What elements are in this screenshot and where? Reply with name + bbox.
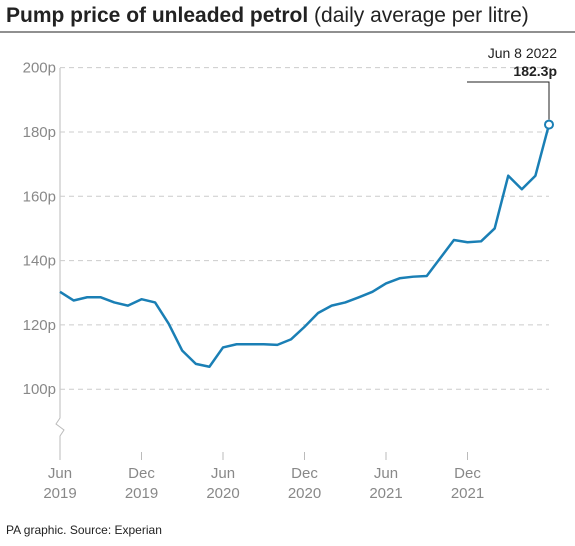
- x-tick-label: 2019: [43, 485, 76, 502]
- x-tick-label: Dec: [128, 465, 155, 482]
- x-tick-label: Jun: [211, 465, 235, 482]
- source: PA graphic. Source: Experian: [6, 523, 162, 537]
- x-tick-label: 2020: [288, 485, 321, 502]
- x-tick-label: Dec: [291, 465, 318, 482]
- annotation-value: 182.3p: [513, 63, 557, 79]
- y-tick-label: 200p: [23, 60, 56, 77]
- x-tick-label: Dec: [454, 465, 481, 482]
- chart-heading: Pump price of unleaded petrol (daily ave…: [6, 4, 529, 27]
- y-tick-label: 140p: [23, 253, 56, 270]
- x-tick-label: 2020: [206, 485, 239, 502]
- x-tick-label: 2019: [125, 485, 158, 502]
- annotation-marker: [544, 119, 554, 130]
- x-tick-label: Jun: [374, 465, 398, 482]
- x-tick-label: 2021: [369, 485, 402, 502]
- chart-title: Pump price of unleaded petrol: [6, 4, 308, 27]
- y-tick-label: 180p: [23, 124, 56, 141]
- y-tick-label: 120p: [23, 317, 56, 334]
- x-tick-label: 2021: [451, 485, 484, 502]
- y-tick-label: 100p: [23, 381, 56, 398]
- y-axis: [55, 68, 65, 460]
- annotation-leader: [467, 81, 550, 120]
- price-line: [59, 124, 551, 368]
- annotation-date: Jun 8 2022: [488, 45, 557, 61]
- y-tick-label: 160p: [23, 188, 56, 205]
- chart-subtitle: (daily average per litre): [314, 4, 529, 27]
- x-tick-label: Jun: [48, 465, 72, 482]
